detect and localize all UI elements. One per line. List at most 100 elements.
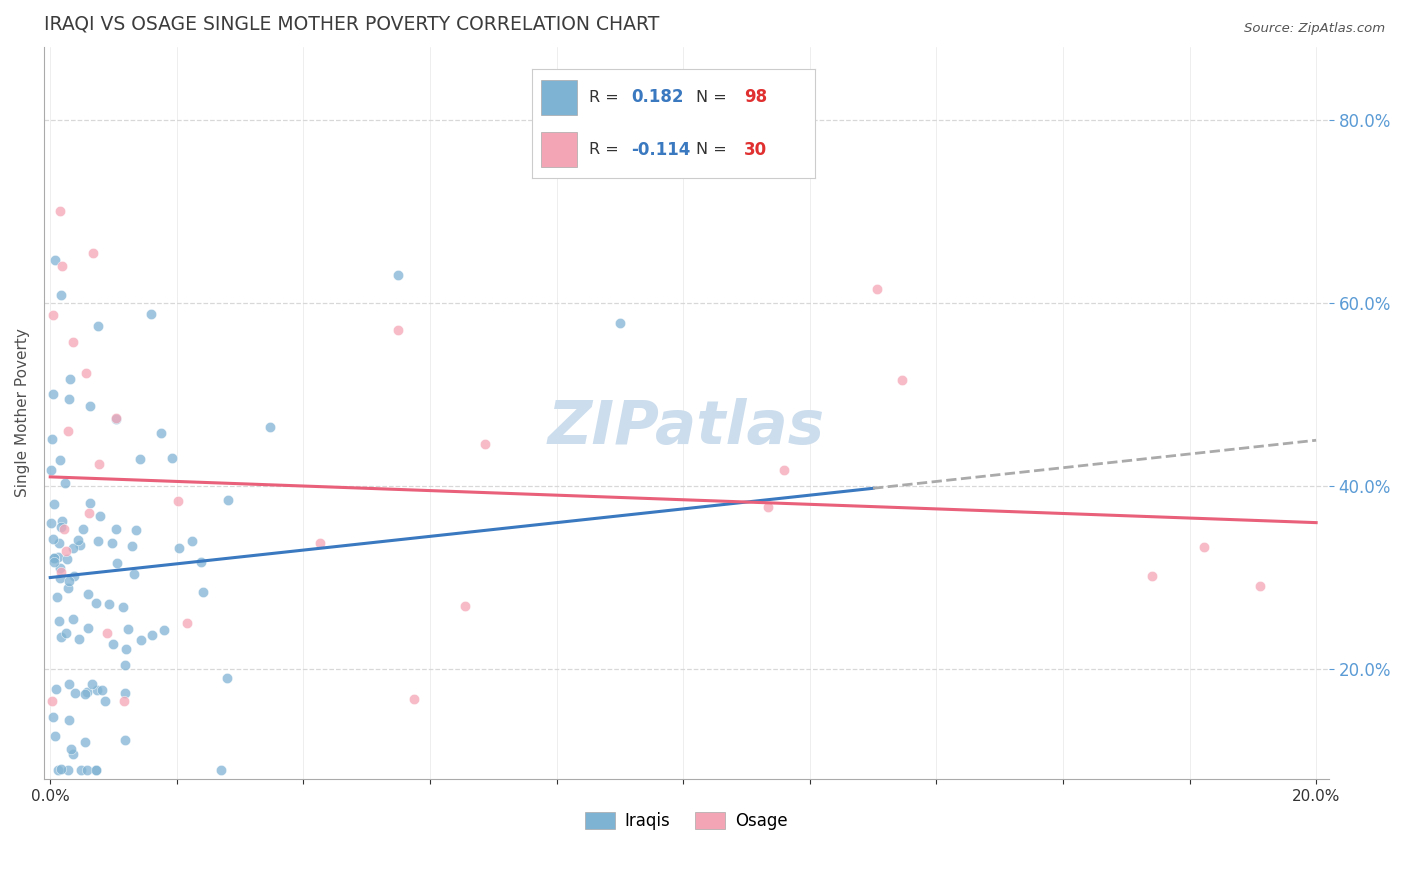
Point [112,694,135,708]
Point [58,392,80,407]
Point [42,386,65,401]
Point [90,683,112,698]
Point [87,533,110,548]
Point [114,657,136,672]
Point [58,676,80,690]
Point [44,252,66,267]
Text: ZIPatlas: ZIPatlas [548,398,825,457]
Point [46,549,69,564]
Point [41,516,63,530]
Point [114,733,136,747]
Point [117,622,139,636]
Point [75,366,97,380]
Point [609,316,631,330]
Point [63,686,86,700]
Point [56,763,79,777]
Point [86,683,108,698]
Point [94,694,117,708]
Point [59,372,82,386]
Legend: Iraqis, Osage: Iraqis, Osage [578,805,794,837]
Point [67,533,90,547]
Point [86,763,108,777]
Point [190,555,212,569]
Point [454,599,477,613]
Point [48,204,70,219]
Point [49,453,72,467]
Point [51,762,73,776]
Point [1192,540,1215,554]
Point [125,523,148,537]
Text: IRAQI VS OSAGE SINGLE MOTHER POVERTY CORRELATION CHART: IRAQI VS OSAGE SINGLE MOTHER POVERTY COR… [44,15,659,34]
Point [55,544,77,558]
Point [139,307,162,321]
Point [640,162,662,177]
Point [67,632,90,646]
Point [105,412,128,426]
Point [77,506,100,520]
Point [51,260,73,274]
Point [101,535,124,549]
Point [49,571,72,585]
Point [42,551,65,566]
Y-axis label: Single Mother Poverty: Single Mother Poverty [15,328,30,497]
Point [128,452,150,467]
Point [80,677,103,691]
Point [474,437,496,451]
Point [49,288,72,302]
Point [101,637,124,651]
Point [45,590,67,604]
Point [73,735,96,749]
Point [72,522,94,536]
Point [176,616,198,631]
Point [62,747,84,761]
Point [77,621,100,635]
Point [45,681,67,696]
Point [73,687,96,701]
Point [62,541,84,555]
Point [149,425,172,440]
Point [41,432,63,446]
Point [773,463,796,477]
Point [56,582,79,596]
Point [82,246,104,260]
Point [55,626,77,640]
Point [217,671,239,685]
Point [58,574,80,588]
Point [89,509,111,524]
Point [41,532,63,546]
Point [105,522,128,536]
Point [141,628,163,642]
Point [121,539,143,553]
Point [866,282,889,296]
Point [46,763,69,777]
Point [129,633,152,648]
Point [41,463,63,477]
Point [105,411,128,425]
Point [51,630,73,644]
Point [160,451,183,466]
Text: Source: ZipAtlas.com: Source: ZipAtlas.com [1244,22,1385,36]
Point [1249,579,1271,593]
Point [387,323,409,337]
Point [62,334,84,349]
Point [86,318,108,333]
Point [69,538,91,552]
Point [76,587,98,601]
Point [217,492,239,507]
Point [111,599,134,614]
Point [308,536,330,550]
Point [51,565,73,579]
Point [114,642,136,657]
Point [51,514,73,528]
Point [387,268,409,283]
Point [114,686,136,700]
Point [181,533,204,548]
Point [55,475,77,490]
Point [191,584,214,599]
Point [79,400,101,414]
Point [56,424,79,438]
Point [58,713,80,727]
Point [84,596,107,610]
Point [76,763,98,777]
Point [105,556,128,570]
